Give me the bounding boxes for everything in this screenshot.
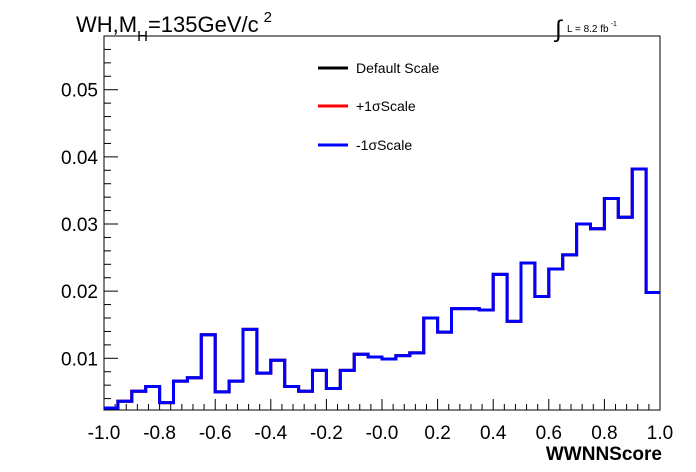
y-tick-label: 0.01 <box>61 349 98 370</box>
lumi-text: L = 8.2 fb <box>567 24 609 35</box>
series-default-scale <box>104 167 660 410</box>
x-axis-title: WWNNScore <box>546 444 662 465</box>
x-tick-label: -0.2 <box>310 423 343 444</box>
series-lines <box>104 167 660 410</box>
x-tick-label: 0.8 <box>591 423 617 444</box>
y-tick-label: 0.04 <box>61 148 98 169</box>
legend: Default Scale +1σScale -1σScale <box>318 60 439 153</box>
legend-label-plus-sigma: +1σScale <box>356 98 416 114</box>
x-tick-label: 0.6 <box>536 423 562 444</box>
x-axis: -1.0 -0.8 -0.6 -0.4 -0.2 -0.0 0.2 0.4 0.6 0.8 1.0 <box>88 399 673 444</box>
y-tick-label: 0.03 <box>61 215 98 236</box>
title-main: WH,M <box>76 12 137 37</box>
lumi-superscript: -1 <box>611 21 617 28</box>
x-tick-label: -0.4 <box>254 423 287 444</box>
lumi-label: L = 8.2 fb -1 <box>567 21 617 35</box>
series-plus-sigma-scale <box>104 167 660 410</box>
lumi-integral-sign: ∫ <box>553 16 563 43</box>
y-axis: 0.01 0.02 0.03 0.04 0.05 <box>61 35 118 400</box>
title-subscript: H <box>137 28 148 45</box>
x-tick-label: 0.2 <box>424 423 450 444</box>
legend-label-default: Default Scale <box>356 60 439 76</box>
title-superscript: 2 <box>264 9 272 26</box>
y-tick-label: 0.05 <box>61 81 98 102</box>
x-tick-label: -1.0 <box>88 423 121 444</box>
chart-title: WH,MH=135GeV/c 2 <box>76 9 272 45</box>
x-tick-label: -0.6 <box>199 423 232 444</box>
title-value: =135GeV/c <box>148 12 259 37</box>
x-tick-label: -0.0 <box>366 423 399 444</box>
legend-label-minus-sigma: -1σScale <box>356 137 412 153</box>
series-minus-sigma-scale <box>104 167 660 410</box>
x-tick-label: -0.8 <box>143 423 176 444</box>
x-tick-label: 1.0 <box>647 423 673 444</box>
x-tick-label: 0.4 <box>480 423 507 444</box>
y-tick-label: 0.02 <box>61 282 98 303</box>
